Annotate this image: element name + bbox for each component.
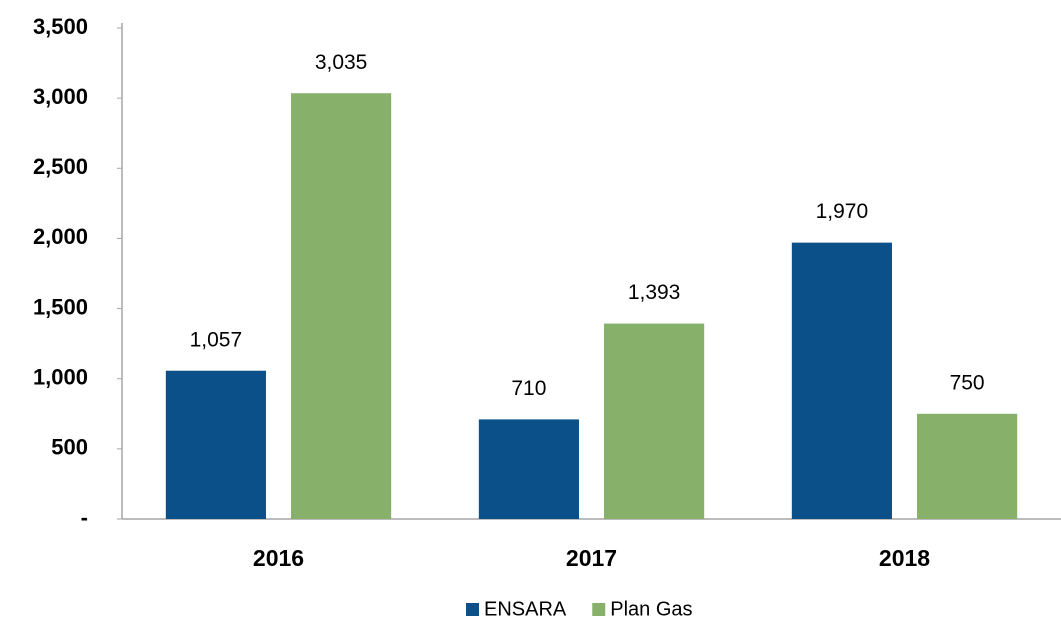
y-tick-label: 3,500	[33, 14, 88, 39]
x-tick-label: 2018	[879, 545, 930, 571]
x-tick-label: 2017	[566, 545, 617, 571]
x-tick-label: 2016	[253, 545, 304, 571]
y-tick-label: 2,500	[33, 154, 88, 179]
bar	[604, 323, 705, 519]
data-label: 3,035	[315, 51, 368, 74]
bar	[917, 413, 1018, 519]
legend-label: Plan Gas	[610, 598, 692, 620]
bar	[165, 370, 266, 519]
data-label: 1,057	[190, 328, 243, 351]
y-tick-label: -	[81, 505, 88, 530]
legend-swatch	[466, 603, 479, 616]
y-tick-label: 2,000	[33, 224, 88, 249]
legend-label: ENSARA	[484, 598, 567, 620]
data-label: 710	[511, 377, 546, 400]
y-tick-label: 500	[51, 435, 88, 460]
data-label: 1,970	[816, 200, 869, 223]
bar	[791, 242, 892, 519]
data-label: 1,393	[628, 281, 681, 304]
bar	[291, 93, 392, 520]
y-tick-label: 3,000	[33, 84, 88, 109]
data-label: 750	[950, 371, 985, 394]
y-tick-label: 1,500	[33, 294, 88, 319]
legend-swatch	[592, 603, 606, 616]
bar	[478, 419, 579, 519]
y-tick-label: 1,000	[33, 365, 88, 390]
